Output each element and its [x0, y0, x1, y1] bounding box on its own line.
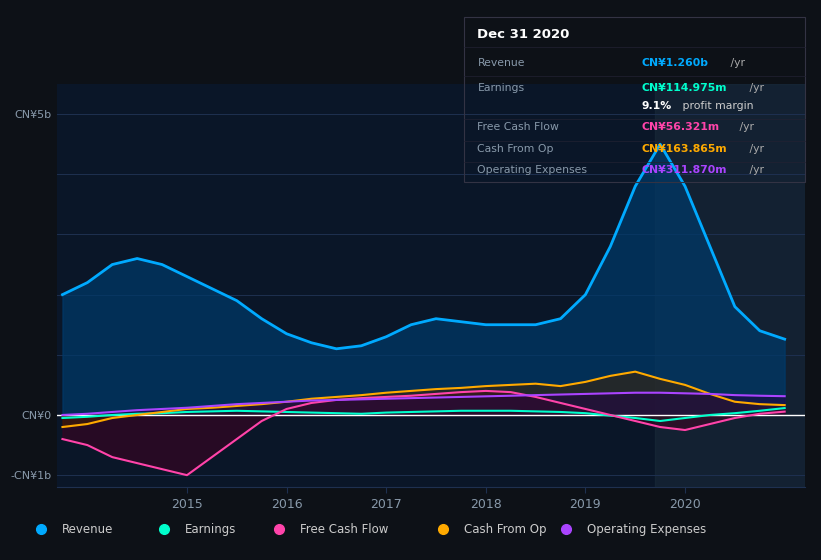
Text: CN¥56.321m: CN¥56.321m	[641, 123, 719, 133]
Text: Operating Expenses: Operating Expenses	[587, 522, 706, 536]
Text: CN¥1.260b: CN¥1.260b	[641, 58, 708, 68]
Text: Revenue: Revenue	[62, 522, 113, 536]
Text: CN¥163.865m: CN¥163.865m	[641, 144, 727, 154]
Text: Dec 31 2020: Dec 31 2020	[478, 29, 570, 41]
Text: /yr: /yr	[727, 58, 745, 68]
Text: Operating Expenses: Operating Expenses	[478, 165, 588, 175]
Text: /yr: /yr	[746, 83, 764, 93]
Text: /yr: /yr	[746, 165, 764, 175]
Text: Cash From Op: Cash From Op	[464, 522, 546, 536]
Bar	[655, 84, 805, 487]
Text: Cash From Op: Cash From Op	[478, 144, 554, 154]
Text: Earnings: Earnings	[478, 83, 525, 93]
Text: 9.1%: 9.1%	[641, 101, 672, 111]
Text: profit margin: profit margin	[679, 101, 754, 111]
Text: Revenue: Revenue	[478, 58, 525, 68]
Text: Earnings: Earnings	[185, 522, 236, 536]
Text: CN¥114.975m: CN¥114.975m	[641, 83, 727, 93]
Text: Free Cash Flow: Free Cash Flow	[478, 123, 559, 133]
Text: /yr: /yr	[746, 144, 764, 154]
Text: /yr: /yr	[736, 123, 754, 133]
Text: CN¥311.870m: CN¥311.870m	[641, 165, 727, 175]
Text: Free Cash Flow: Free Cash Flow	[300, 522, 388, 536]
